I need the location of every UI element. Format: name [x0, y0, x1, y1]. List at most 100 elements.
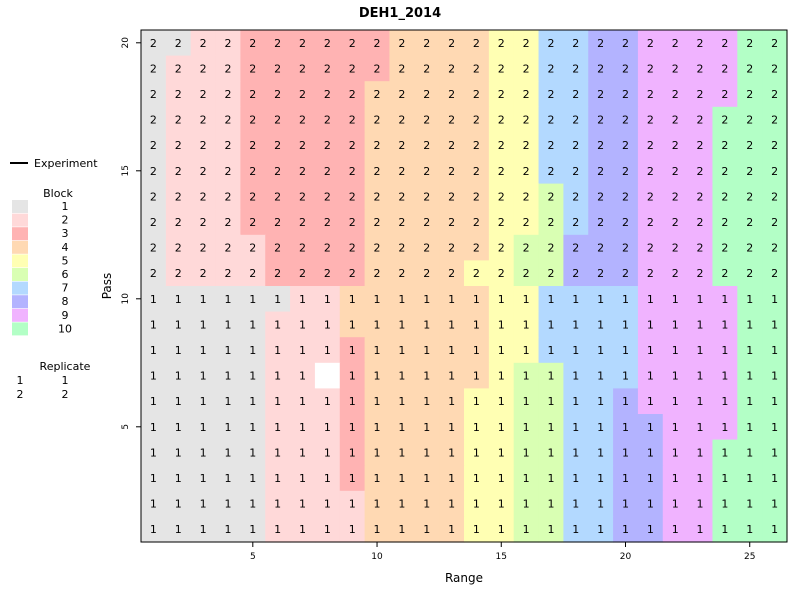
plot-cell-r9-p18 — [339, 81, 366, 108]
plot-cell-r17-p19 — [538, 55, 564, 82]
replicate-label-r4-p16: 2 — [224, 139, 231, 152]
replicate-label-r4-p20: 2 — [224, 37, 231, 50]
plot-cell-r2-p3 — [165, 465, 192, 492]
replicate-label-r17-p4: 1 — [547, 446, 554, 459]
replicate-label-r4-p2: 1 — [224, 498, 231, 511]
plot-cell-r24-p16 — [712, 132, 738, 159]
plot-cell-r26-p6 — [762, 388, 788, 415]
plot-cell-r9-p20 — [339, 30, 366, 57]
plot-cell-r22-p12 — [662, 234, 689, 261]
plot-cell-r10-p6 — [364, 388, 391, 415]
plot-cell-r16-p15 — [513, 158, 540, 185]
plot-cell-r14-p5 — [464, 414, 490, 441]
replicate-label-r15-p6: 1 — [498, 395, 505, 408]
plot-cell-r12-p11 — [414, 260, 440, 287]
replicate-label-r18-p14: 2 — [572, 190, 579, 203]
plot-cell-r8-p4 — [314, 439, 341, 466]
replicate-label-r11-p3: 1 — [398, 472, 405, 485]
replicate-label-r19-p12: 2 — [597, 242, 604, 255]
replicate-label-r23-p12: 2 — [697, 242, 704, 255]
plot-cell-r23-p19 — [687, 55, 714, 82]
replicate-label-r19-p18: 2 — [597, 88, 604, 101]
plot-cell-r9-p7 — [339, 362, 366, 389]
plot-cell-r4-p5 — [215, 414, 241, 441]
plot-cell-r17-p16 — [538, 132, 564, 159]
replicate-label-r6-p14: 2 — [274, 190, 281, 203]
replicate-label-r24-p17: 2 — [721, 114, 728, 127]
plot-cell-r22-p10 — [662, 286, 689, 313]
plot-cell-r25-p1 — [737, 516, 763, 543]
plot-cell-r4-p10 — [215, 286, 241, 313]
replicate-label-r20-p11: 2 — [622, 267, 629, 280]
plot-cell-r15-p4 — [488, 439, 515, 466]
replicate-label-r14-p14: 2 — [473, 190, 480, 203]
plot-cell-r19-p2 — [588, 490, 614, 517]
plot-cell-r25-p13 — [737, 209, 763, 236]
replicate-label-r9-p14: 2 — [349, 190, 356, 203]
plot-cell-r24-p1 — [712, 516, 738, 543]
plot-cell-r21-p18 — [637, 81, 664, 108]
replicate-label-r21-p19: 2 — [647, 62, 654, 75]
replicate-label-r11-p20: 2 — [398, 37, 405, 50]
legend-block-swatch-1 — [12, 200, 28, 213]
plot-cell-r21-p14 — [637, 183, 664, 210]
replicate-label-r25-p20: 2 — [746, 37, 753, 50]
plot-cell-r11-p20 — [389, 30, 415, 57]
replicate-label-r3-p13: 2 — [200, 216, 207, 229]
replicate-label-r1-p1: 1 — [150, 523, 157, 536]
replicate-label-r21-p8: 1 — [647, 344, 654, 357]
plot-cell-r17-p11 — [538, 260, 564, 287]
replicate-label-r18-p9: 1 — [572, 318, 579, 331]
plot-cell-r6-p6 — [265, 388, 291, 415]
plot-cell-r26-p13 — [762, 209, 788, 236]
replicate-label-r17-p15: 2 — [547, 165, 554, 178]
replicate-label-r16-p2: 1 — [523, 498, 530, 511]
plot-cell-r13-p5 — [439, 414, 465, 441]
plot-cell-r13-p17 — [439, 106, 465, 133]
plot-cell-r17-p10 — [538, 286, 564, 313]
replicate-label-r8-p16: 2 — [324, 139, 331, 152]
plot-cell-r17-p5 — [538, 414, 564, 441]
replicate-label-r21-p6: 1 — [647, 395, 654, 408]
plot-cell-r11-p1 — [389, 516, 415, 543]
replicate-label-r18-p13: 2 — [572, 216, 579, 229]
replicate-label-r25-p8: 1 — [746, 344, 753, 357]
plot-cell-r2-p2 — [165, 490, 192, 517]
plot-cell-r23-p1 — [687, 516, 714, 543]
replicate-label-r20-p7: 1 — [622, 370, 629, 383]
replicate-label-r13-p1: 1 — [448, 523, 455, 536]
plot-cell-r13-p9 — [439, 311, 465, 338]
plot-cell-r18-p18 — [563, 81, 589, 108]
replicate-label-r17-p16: 2 — [547, 139, 554, 152]
replicate-label-r26-p13: 2 — [771, 216, 778, 229]
replicate-label-r10-p6: 1 — [374, 395, 381, 408]
replicate-label-r14-p6: 1 — [473, 395, 480, 408]
replicate-label-r22-p13: 2 — [672, 216, 679, 229]
replicate-label-r11-p6: 1 — [398, 395, 405, 408]
plot-cell-r8-p2 — [314, 490, 341, 517]
replicate-label-r10-p18: 2 — [374, 88, 381, 101]
plot-cell-r23-p6 — [687, 388, 714, 415]
replicate-label-r25-p3: 1 — [746, 472, 753, 485]
plot-cell-r18-p9 — [563, 311, 589, 338]
replicate-label-r22-p12: 2 — [672, 242, 679, 255]
replicate-label-r1-p5: 1 — [150, 421, 157, 434]
replicate-label-r14-p4: 1 — [473, 446, 480, 459]
plot-cell-r21-p10 — [637, 286, 664, 313]
plot-cell-r9-p11 — [339, 260, 366, 287]
replicate-label-r8-p13: 2 — [324, 216, 331, 229]
plot-cell-r16-p11 — [513, 260, 540, 287]
replicate-label-r8-p8: 1 — [324, 344, 331, 357]
plot-cell-r18-p12 — [563, 234, 589, 261]
plot-cell-r17-p20 — [538, 30, 564, 57]
replicate-label-r5-p12: 2 — [249, 242, 256, 255]
replicate-label-r24-p14: 2 — [721, 190, 728, 203]
plot-cell-r9-p12 — [339, 234, 366, 261]
plot-cell-r16-p5 — [513, 414, 540, 441]
plot-cell-r11-p16 — [389, 132, 415, 159]
replicate-label-r3-p10: 1 — [200, 293, 207, 306]
plot-cell-r16-p3 — [513, 465, 540, 492]
plot-cell-r2-p4 — [165, 439, 192, 466]
plot-cell-r25-p15 — [737, 158, 763, 185]
replicate-label-r22-p20: 2 — [672, 37, 679, 50]
